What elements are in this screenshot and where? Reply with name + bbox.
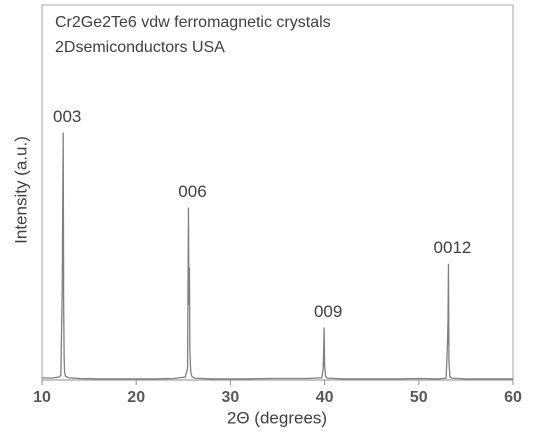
x-tick-label: 20 [127,389,145,406]
x-axis-label: 2Θ (degrees) [227,408,327,427]
y-axis-label: Intensity (a.u.) [11,136,30,244]
peak-label: 006 [178,182,206,201]
data-line [41,132,513,380]
chart-title: Cr2Ge2Te6 vdw ferromagnetic crystals [55,14,331,31]
x-tick-label: 40 [316,389,334,406]
plot-frame [41,4,514,381]
peak-label: 003 [53,107,81,126]
peak-label: 0012 [434,238,472,257]
peak-label: 009 [314,302,342,321]
x-tick-label: 10 [33,389,51,406]
chart-subtitle: 2Dsemiconductors USA [55,39,225,56]
x-tick-label: 60 [504,389,522,406]
x-tick-label: 50 [410,389,428,406]
x-tick-label: 30 [222,389,240,406]
